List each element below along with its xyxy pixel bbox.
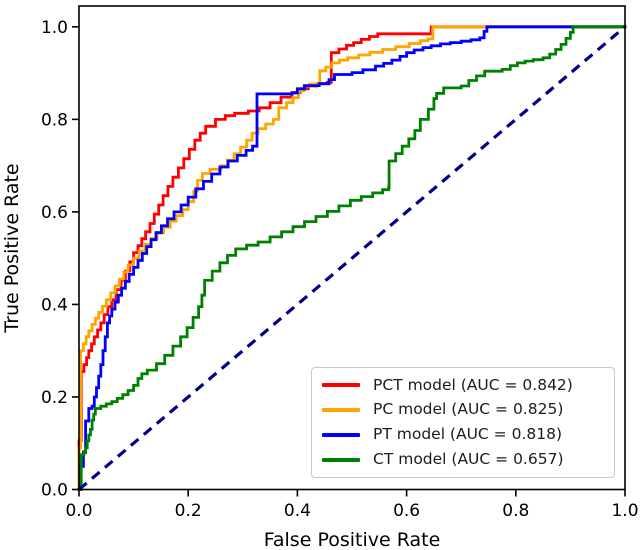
x-axis-label: False Positive Rate bbox=[264, 529, 441, 550]
y-tick-label: 0.6 bbox=[41, 203, 68, 223]
chance-diagonal-line bbox=[77, 25, 627, 491]
legend-item-pc-model: PC model (AUC = 0.825) bbox=[322, 398, 606, 423]
plot-frame bbox=[78, 5, 626, 491]
x-tick-label: 0.8 bbox=[502, 501, 529, 521]
legend-item-pct-model: PCT model (AUC = 0.842) bbox=[322, 373, 606, 398]
x-tick-label: 0.6 bbox=[393, 501, 420, 521]
y-tick-label: 0.4 bbox=[41, 295, 68, 315]
ct-model-legend-label: CT model (AUC = 0.657) bbox=[373, 449, 564, 468]
axis-ticks-group: 0.0 0.2 0.4 0.6 0.8 1.0 0.0 0.2 0.4 0.6 0.8 1.0 bbox=[41, 18, 639, 521]
pc-model-line-swatch bbox=[322, 408, 360, 413]
y-tick-label: 0.0 bbox=[41, 480, 68, 500]
ct-model-line-swatch bbox=[322, 457, 360, 462]
y-axis-label: True Positive Rate bbox=[1, 163, 23, 333]
x-tick-label: 0.4 bbox=[284, 501, 311, 521]
legend-item-ct-model: CT model (AUC = 0.657) bbox=[322, 447, 606, 472]
legend-item-pt-model: PT model (AUC = 0.818) bbox=[322, 423, 606, 448]
pt-model-legend-label: PT model (AUC = 0.818) bbox=[373, 425, 563, 444]
y-tick-label: 1.0 bbox=[41, 18, 68, 38]
y-tick-label: 0.2 bbox=[41, 388, 68, 408]
x-tick-label: 1.0 bbox=[611, 501, 638, 521]
roc-curves-group bbox=[77, 25, 627, 491]
ct-model-curve bbox=[77, 25, 627, 491]
pct-model-line-swatch bbox=[322, 383, 360, 388]
x-tick-label: 0.0 bbox=[65, 501, 92, 521]
pt-model-line-swatch bbox=[322, 432, 360, 437]
pc-model-legend-label: PC model (AUC = 0.825) bbox=[373, 400, 564, 419]
pct-model-legend-label: PCT model (AUC = 0.842) bbox=[373, 375, 573, 394]
legend: PCT model (AUC = 0.842) PC model (AUC = … bbox=[311, 367, 615, 478]
y-tick-label: 0.8 bbox=[41, 110, 68, 130]
x-tick-label: 0.2 bbox=[175, 501, 202, 521]
pt-model-curve bbox=[77, 25, 627, 491]
